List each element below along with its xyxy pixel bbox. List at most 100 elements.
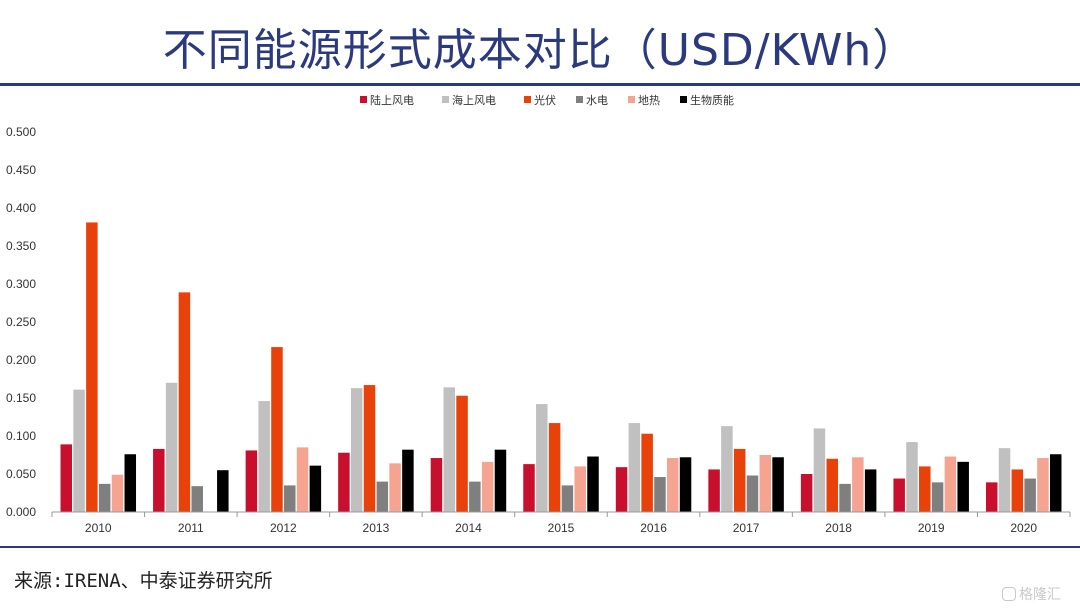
bar <box>536 404 548 512</box>
y-axis: 0.000 0.050 0.100 0.150 0.200 0.250 0.300 0.350… <box>6 125 36 519</box>
bar <box>733 448 746 512</box>
legend-swatch <box>524 96 531 103</box>
bar <box>919 466 931 512</box>
bar <box>389 463 401 512</box>
page-title: 不同能源形式成本对比（USD/KWh） <box>162 25 918 76</box>
x-axis: 2010 2011 2012 2013 2014 2015 2016 2017 2018 2019… <box>51 511 1071 535</box>
y-tick-label: 0.400 <box>6 201 36 215</box>
y-tick-label: 0.300 <box>6 277 36 291</box>
bar <box>906 442 918 512</box>
bar <box>245 450 258 512</box>
x-tick-label: 2018 <box>825 521 852 535</box>
bar <box>944 456 957 512</box>
legend-label: 水电 <box>586 94 608 107</box>
legend-swatch <box>442 96 449 103</box>
bar <box>456 395 468 512</box>
x-tick-label: 2014 <box>455 521 482 535</box>
bar <box>957 461 969 512</box>
bar <box>641 433 653 512</box>
bar <box>165 382 178 512</box>
bar <box>1011 469 1024 512</box>
bar-chart: 陆上风电 海上风电 光伏 水电 地热 生物质能 0.0000.0500.1000.1500… <box>6 93 1071 535</box>
x-tick-label: 2012 <box>270 521 297 535</box>
legend-swatch <box>360 96 367 103</box>
x-tick-label: 2010 <box>85 521 112 535</box>
bar <box>1037 458 1049 512</box>
bar <box>1049 454 1062 512</box>
bar <box>759 455 772 512</box>
bar <box>284 485 296 512</box>
x-tick-label: 2011 <box>178 521 204 535</box>
bar <box>998 448 1011 512</box>
bar <box>852 457 864 512</box>
bar <box>628 423 641 512</box>
legend-label: 海上风电 <box>452 93 496 107</box>
chart-legend: 陆上风电 海上风电 光伏 水电 地热 生物质能 <box>360 93 734 107</box>
watermark-text: 格隆汇 <box>1019 587 1061 603</box>
bar <box>746 475 759 512</box>
bar <box>338 452 350 512</box>
y-tick-label: 0.200 <box>6 353 36 367</box>
bar <box>481 461 494 512</box>
legend-label: 地热 <box>638 94 660 107</box>
y-tick-label: 0.050 <box>6 467 36 481</box>
bar <box>679 457 692 512</box>
bar <box>98 483 111 512</box>
y-tick-label: 0.000 <box>6 505 36 519</box>
y-tick-label: 0.450 <box>6 163 36 177</box>
bar <box>124 454 137 512</box>
bar <box>826 458 838 512</box>
bar <box>271 347 283 512</box>
legend-swatch <box>628 96 635 103</box>
bar <box>654 477 666 512</box>
bar <box>217 470 229 512</box>
x-tick-label: 2017 <box>733 521 760 535</box>
bar <box>523 464 535 512</box>
bar <box>363 385 376 512</box>
bar <box>772 457 784 512</box>
bar <box>73 389 85 512</box>
bar <box>561 485 574 512</box>
bar <box>309 465 322 512</box>
x-tick-label: 2015 <box>548 521 575 535</box>
bar <box>443 387 456 512</box>
bar-series-group <box>60 222 1062 512</box>
y-tick-label: 0.150 <box>6 391 36 405</box>
bar <box>191 486 203 512</box>
bar <box>548 423 561 512</box>
y-tick-label: 0.100 <box>6 429 36 443</box>
bar <box>430 458 443 512</box>
bar <box>296 447 309 512</box>
watermark: 格隆汇 <box>1002 584 1061 604</box>
title-underline <box>0 83 1080 86</box>
watermark-logo-icon <box>1002 587 1016 601</box>
x-tick-label: 2013 <box>363 521 390 535</box>
bar <box>708 469 720 512</box>
bar <box>350 388 363 512</box>
bar <box>258 401 270 512</box>
x-tick-label: 2020 <box>1010 521 1037 535</box>
legend-label: 生物质能 <box>690 93 734 107</box>
bar <box>1024 478 1036 512</box>
y-tick-label: 0.500 <box>6 125 36 139</box>
legend-swatch <box>576 96 583 103</box>
bar <box>574 466 586 512</box>
legend-label: 光伏 <box>534 93 556 107</box>
bar <box>985 482 998 512</box>
bar <box>813 428 826 512</box>
bar <box>864 469 877 512</box>
y-tick-label: 0.250 <box>6 315 36 329</box>
bar <box>111 474 124 512</box>
legend-label: 陆上风电 <box>370 93 414 107</box>
source-note: 来源:IRENA、中泰证券研究所 <box>14 570 273 592</box>
bar <box>376 481 389 512</box>
bar <box>469 481 481 512</box>
bar <box>800 474 813 512</box>
y-tick-label: 0.350 <box>6 239 36 253</box>
bar <box>893 478 905 512</box>
bar <box>839 483 851 512</box>
footer-divider <box>0 546 1080 548</box>
chart-area: 陆上风电 海上风电 光伏 水电 地热 生物质能 0.000 0.050 0.100 0.150 0… <box>0 88 1080 546</box>
bar <box>721 426 733 512</box>
bar <box>587 456 599 512</box>
